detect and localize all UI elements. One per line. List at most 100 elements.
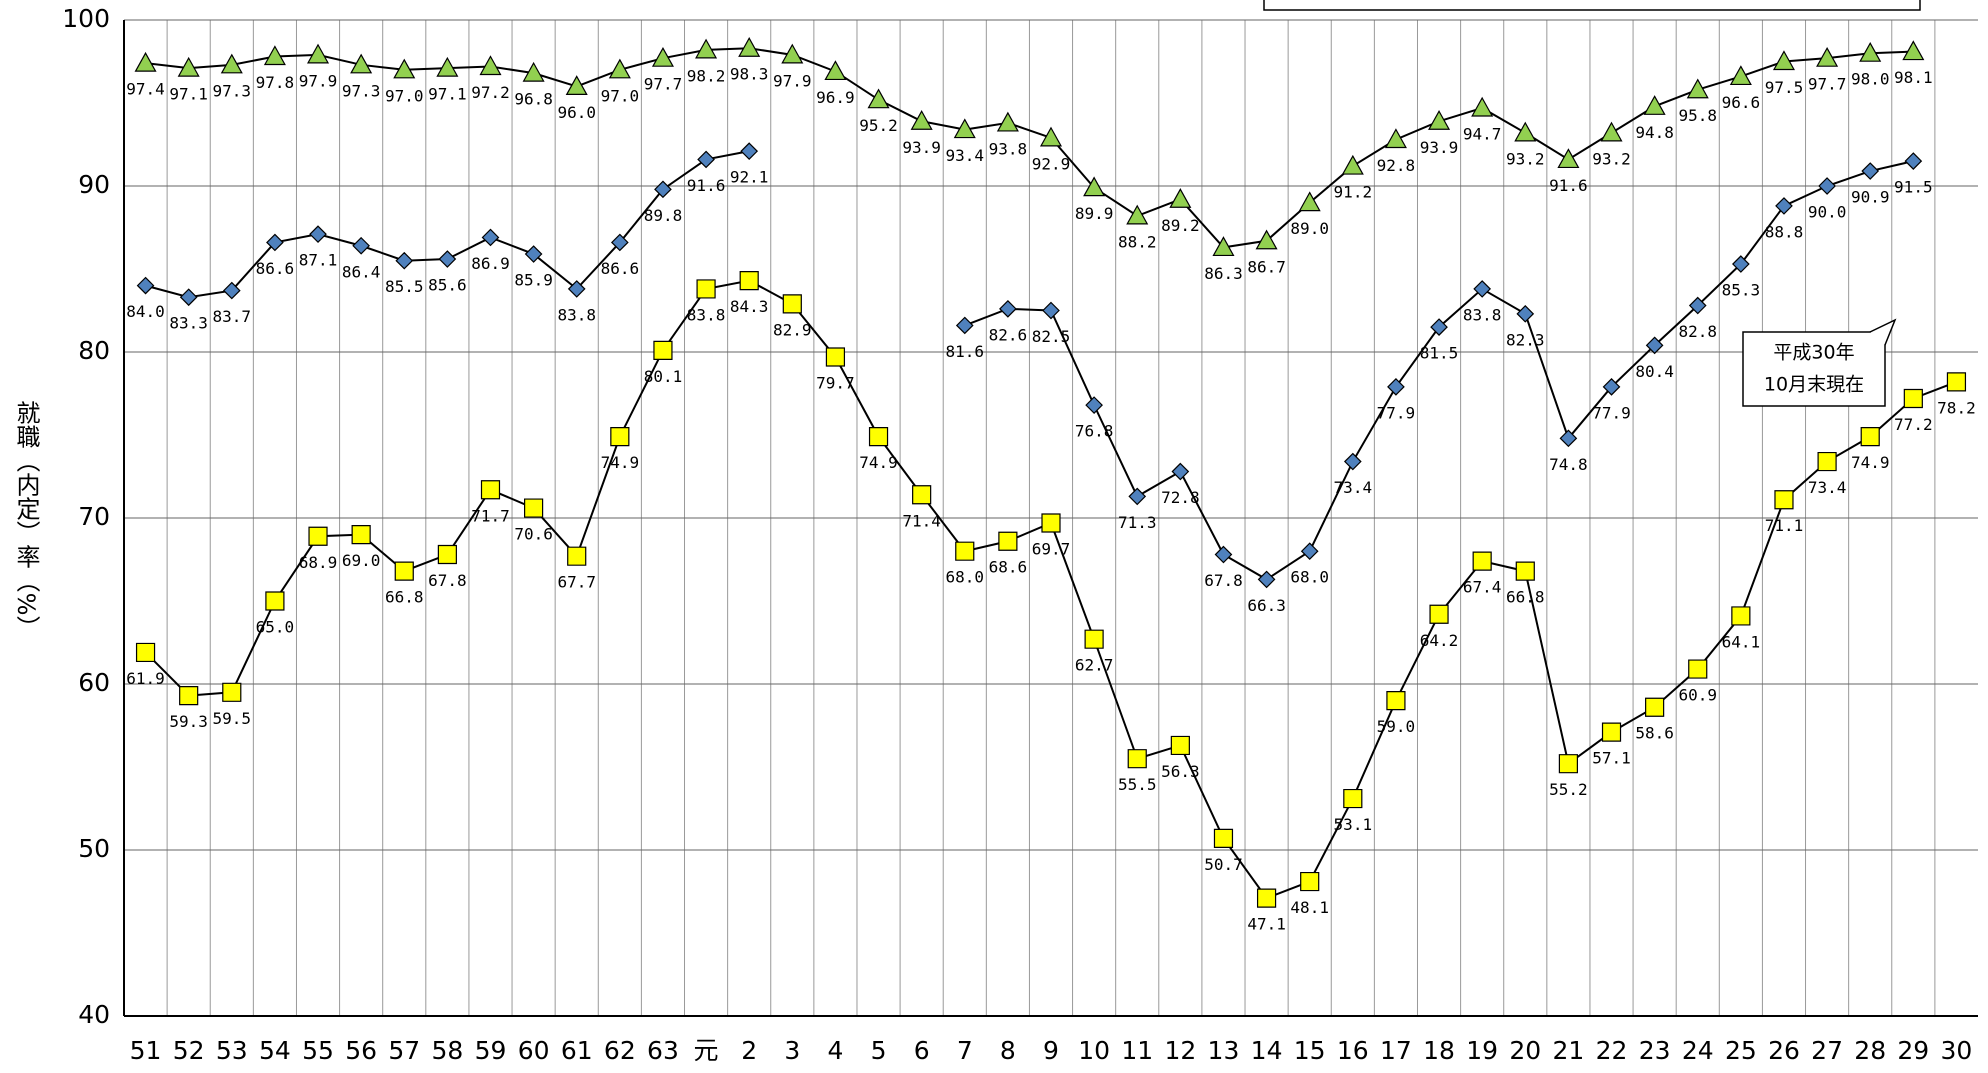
point: [740, 142, 759, 160]
data-label: 65.0: [256, 618, 295, 637]
data-label: 97.1: [428, 85, 467, 104]
data-label: 97.0: [385, 86, 424, 105]
point: [567, 280, 586, 298]
data-label: 89.0: [1290, 219, 1329, 238]
point: [1817, 451, 1837, 472]
point: [1039, 126, 1063, 147]
point: [1904, 152, 1923, 170]
point: [998, 531, 1018, 551]
data-label: 86.6: [256, 259, 295, 278]
x-tick-label: 19: [1466, 1036, 1498, 1065]
point: [912, 485, 932, 505]
point: [1384, 128, 1407, 149]
x-tick-label: 29: [1897, 1036, 1929, 1065]
data-label: 92.9: [1032, 154, 1071, 173]
point: [481, 228, 500, 247]
data-label: 66.8: [385, 588, 424, 607]
point: [1429, 604, 1449, 624]
point: [867, 88, 890, 109]
x-tick-label: 55: [302, 1036, 334, 1065]
point: [608, 58, 631, 79]
annotation-pointer: [1869, 318, 1897, 346]
point: [307, 43, 330, 64]
x-tick-label: 3: [784, 1036, 800, 1065]
data-label: 91.2: [1334, 183, 1373, 202]
point: [395, 251, 414, 270]
data-label: 57.1: [1592, 749, 1631, 768]
point: [179, 686, 199, 706]
point: [695, 38, 718, 59]
point: [1083, 176, 1106, 197]
point: [1601, 722, 1622, 742]
point: [1256, 888, 1277, 908]
x-tick-label: 30: [1941, 1036, 1973, 1065]
data-label: 93.2: [1592, 149, 1631, 168]
point: [1214, 545, 1233, 564]
data-label: 76.8: [1075, 422, 1114, 441]
data-label: 97.9: [299, 71, 338, 90]
data-label: 84.0: [126, 302, 165, 321]
data-label: 83.7: [213, 307, 252, 326]
point: [824, 60, 847, 81]
y-tick-label: 100: [62, 4, 110, 33]
data-label: 90.0: [1808, 203, 1847, 222]
x-tick-label: 54: [259, 1036, 291, 1065]
data-label: 97.4: [126, 80, 165, 99]
data-label: 96.0: [557, 103, 596, 122]
point: [1516, 304, 1535, 323]
point: [1602, 378, 1621, 396]
data-label: 56.3: [1161, 762, 1200, 781]
point: [1343, 452, 1362, 471]
point: [910, 110, 933, 130]
point: [522, 61, 545, 82]
point: [1212, 236, 1235, 257]
x-tick-label: 15: [1294, 1036, 1326, 1065]
data-label: 83.8: [1463, 305, 1502, 324]
point: [1774, 490, 1794, 510]
point: [1387, 378, 1405, 396]
data-label: 55.5: [1118, 775, 1157, 794]
data-label: 64.1: [1722, 632, 1761, 651]
point: [1343, 788, 1363, 809]
data-label: 67.4: [1463, 578, 1502, 597]
x-tick-label: 61: [561, 1036, 593, 1065]
x-tick-label: 25: [1725, 1036, 1757, 1065]
point: [996, 111, 1019, 132]
data-label: 92.1: [730, 168, 769, 187]
point: [953, 118, 976, 139]
point: [1558, 754, 1578, 774]
x-tick-label: 4: [827, 1036, 843, 1065]
data-label: 93.9: [1420, 138, 1459, 157]
data-label: 96.6: [1722, 93, 1761, 112]
point: [1902, 40, 1925, 61]
x-tick-label: 28: [1854, 1036, 1886, 1065]
point: [352, 236, 370, 255]
data-label: 97.9: [773, 71, 812, 90]
data-label: 77.2: [1894, 415, 1933, 434]
point: [479, 55, 502, 76]
data-label: 71.7: [471, 506, 510, 525]
data-label: 96.9: [816, 88, 855, 107]
point: [1729, 65, 1752, 86]
point: [266, 233, 284, 252]
data-label: 94.7: [1463, 124, 1502, 143]
point: [1300, 871, 1320, 892]
x-tick-label: 20: [1509, 1036, 1541, 1065]
point: [567, 546, 587, 566]
data-label: 79.7: [816, 373, 855, 392]
data-label: 98.3: [730, 65, 769, 84]
point: [1732, 255, 1750, 273]
x-tick-label: 16: [1337, 1036, 1369, 1065]
data-label: 83.3: [169, 314, 208, 333]
data-label: 47.1: [1247, 915, 1286, 934]
point: [524, 245, 543, 263]
point: [1041, 513, 1061, 533]
data-label: 97.8: [256, 73, 295, 92]
point: [1085, 396, 1103, 414]
point: [394, 561, 414, 581]
point: [436, 56, 459, 77]
point: [1255, 229, 1278, 250]
data-label: 90.9: [1851, 188, 1890, 207]
data-label: 70.6: [514, 525, 553, 544]
point: [1688, 659, 1708, 679]
